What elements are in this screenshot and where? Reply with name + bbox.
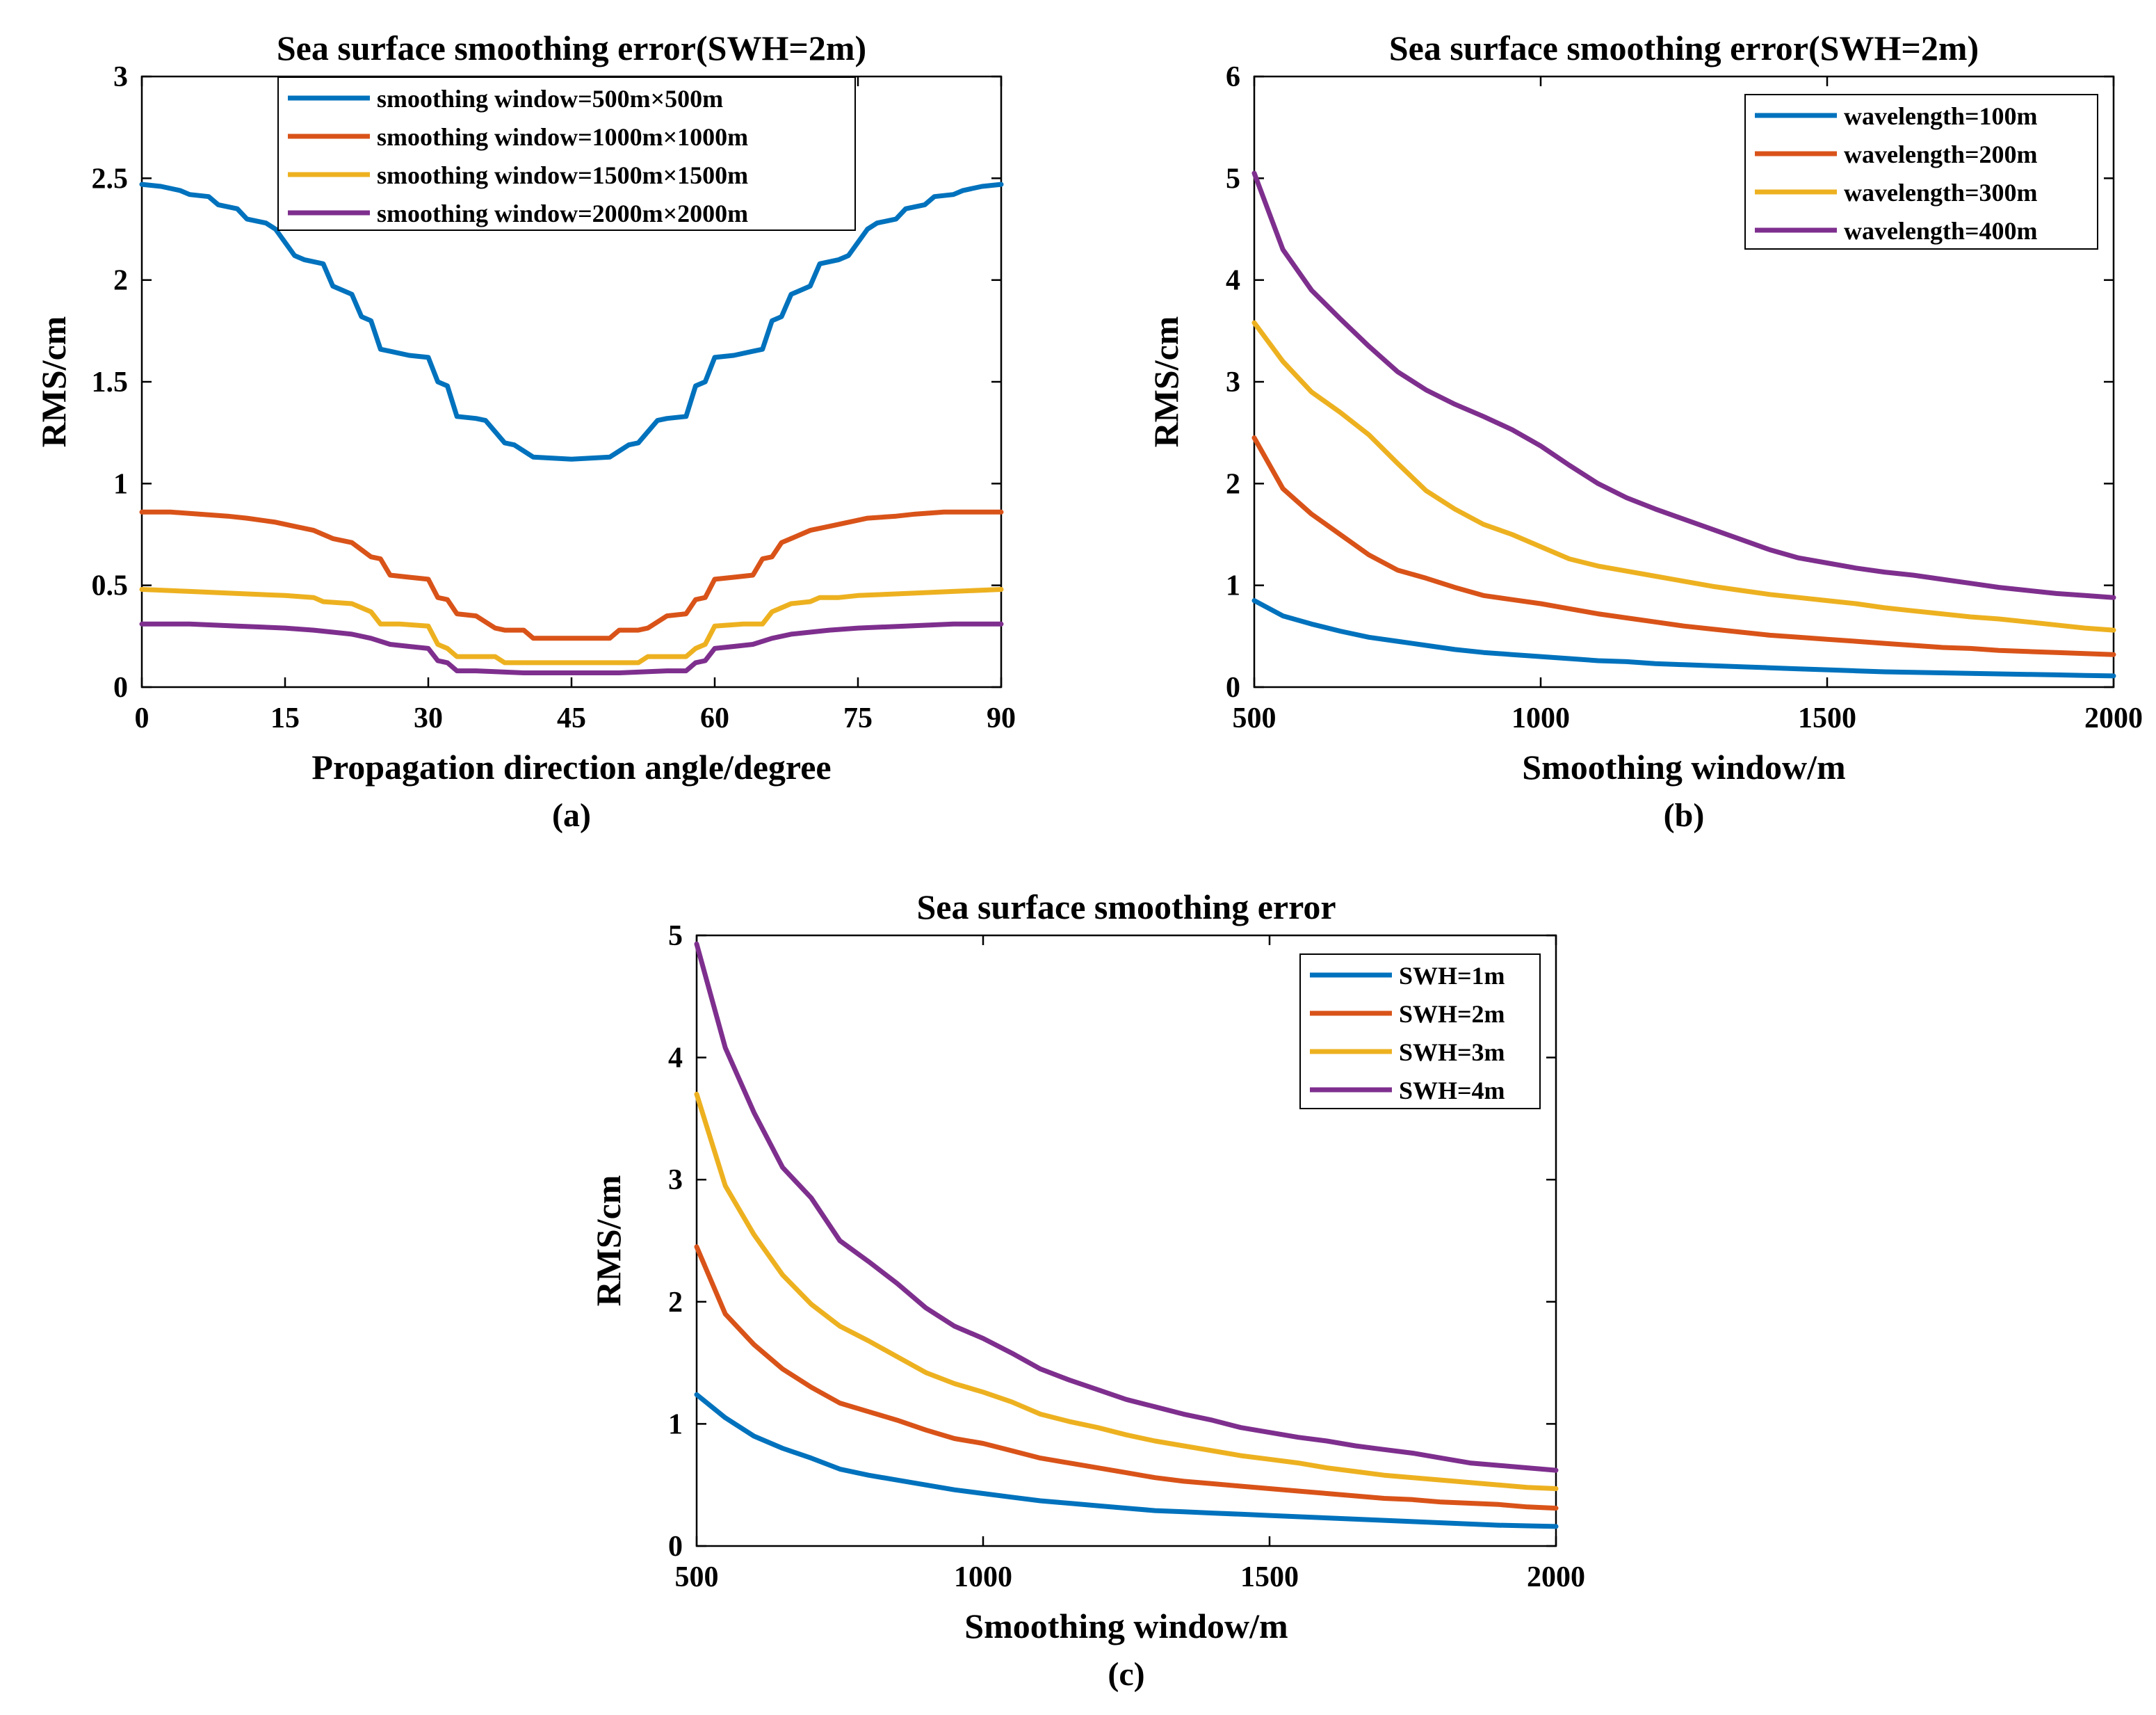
- x-tick-label: 75: [843, 702, 873, 734]
- x-tick-label: 2000: [2084, 702, 2143, 734]
- y-tick-label: 5: [668, 920, 683, 952]
- x-tick-label: 60: [700, 702, 729, 734]
- x-tick-label: 500: [675, 1561, 719, 1593]
- legend-box: [1299, 953, 1541, 1109]
- legend: wavelength=100m wavelength=200m wavelength…: [1744, 94, 2098, 250]
- chart-c: 500 1000 1500 2000 0 1 2 3 4 5 Sea surface smoothi…: [589, 887, 1585, 1693]
- legend: SWH=1m SWH=2m SWH=3m SWH=4m: [1299, 953, 1541, 1109]
- x-axis-label: Smoothing window/m: [964, 1607, 1288, 1645]
- x-tick-label: 2000: [1527, 1561, 1585, 1593]
- y-axis-label: RMS/cm: [589, 1175, 628, 1307]
- y-tick-label: 4: [668, 1042, 683, 1074]
- y-tick-label: 3: [668, 1164, 683, 1196]
- legend-label: SWH=2m: [1399, 1000, 1505, 1028]
- y-axis-label: RMS/cm: [34, 316, 73, 448]
- series-line: [139, 182, 1004, 462]
- x-tick-label: 1500: [1798, 702, 1856, 734]
- legend-box: [277, 77, 856, 231]
- plot-area: [695, 934, 1557, 1547]
- y-tick-label: 3: [1226, 367, 1240, 398]
- x-tick-label: 1000: [954, 1561, 1012, 1593]
- x-tick-label: 1500: [1240, 1561, 1299, 1593]
- series-line: [1251, 170, 2116, 600]
- chart-a: 0 15 30 45 60 75 90 0 0.5 1 1.5 2 2.5 3 Sea surface sm…: [34, 29, 1016, 834]
- panel-caption: (c): [1108, 1656, 1144, 1693]
- series-line: [139, 621, 1004, 675]
- y-tick-label: 3: [113, 61, 128, 93]
- x-tick-label: 30: [414, 702, 443, 734]
- y-tick-label: 5: [1226, 163, 1240, 195]
- y-tick-label: 1: [668, 1408, 683, 1440]
- y-tick-label: 0: [1226, 672, 1240, 704]
- y-tick-label: 4: [1226, 265, 1240, 297]
- legend-label: wavelength=200m: [1844, 140, 2038, 168]
- y-tick-label: 2: [668, 1287, 683, 1319]
- legend-label: smoothing window=2000m×2000m: [377, 200, 748, 227]
- x-tick-label: 1000: [1511, 702, 1570, 734]
- legend-label: wavelength=100m: [1844, 102, 2038, 130]
- legend-label: SWH=1m: [1399, 962, 1505, 990]
- legend-label: smoothing window=1500m×1500m: [377, 161, 748, 189]
- y-tick-label: 0.5: [92, 570, 129, 602]
- panel-caption: (a): [552, 797, 591, 834]
- legend-label: smoothing window=1000m×1000m: [377, 123, 748, 151]
- x-tick-label: 500: [1233, 702, 1276, 734]
- x-axis-label: Smoothing window/m: [1522, 748, 1845, 787]
- y-axis-label: RMS/cm: [1146, 316, 1185, 448]
- series-line: [694, 941, 1559, 1473]
- y-tick-label: 6: [1226, 61, 1240, 93]
- y-tick-label: 1.5: [92, 367, 129, 398]
- x-tick-label: 0: [135, 702, 149, 734]
- y-tick-label: 1: [1226, 570, 1240, 602]
- chart-b: 500 1000 1500 2000 0 1 2 3 4 5 6 Sea surface smooth…: [1146, 29, 2143, 834]
- series-line: [139, 509, 1004, 641]
- series-line: [1251, 435, 2116, 657]
- y-tick-label: 0: [113, 672, 128, 704]
- y-tick-label: 2: [1226, 468, 1240, 500]
- y-tick-label: 0: [668, 1531, 683, 1563]
- x-tick-label: 15: [270, 702, 300, 734]
- series-line: [1251, 598, 2116, 679]
- x-tick-label: 45: [557, 702, 586, 734]
- series-line: [694, 1091, 1559, 1491]
- panel-caption: (b): [1664, 797, 1705, 834]
- chart-title: Sea surface smoothing error(SWH=2m): [277, 29, 866, 67]
- series-line: [139, 587, 1004, 666]
- x-tick-label: 90: [987, 702, 1016, 734]
- y-tick-label: 2.5: [92, 163, 129, 195]
- legend-label: smoothing window=500m×500m: [377, 85, 723, 113]
- series-line: [1251, 320, 2116, 633]
- legend-label: SWH=4m: [1399, 1077, 1505, 1104]
- y-tick-label: 2: [113, 265, 128, 297]
- series-line: [694, 1392, 1559, 1529]
- series-line: [694, 1244, 1559, 1511]
- legend-label: SWH=3m: [1399, 1038, 1505, 1066]
- legend-label: wavelength=400m: [1844, 217, 2038, 245]
- legend: smoothing window=500m×500m smoothing wind…: [277, 77, 856, 231]
- legend-label: wavelength=300m: [1844, 179, 2038, 207]
- y-tick-label: 1: [113, 468, 128, 500]
- x-axis-label: Propagation direction angle/degree: [311, 748, 831, 787]
- chart-title: Sea surface smoothing error(SWH=2m): [1389, 29, 1979, 67]
- legend-box: [1744, 94, 2098, 250]
- chart-title: Sea surface smoothing error: [916, 887, 1336, 926]
